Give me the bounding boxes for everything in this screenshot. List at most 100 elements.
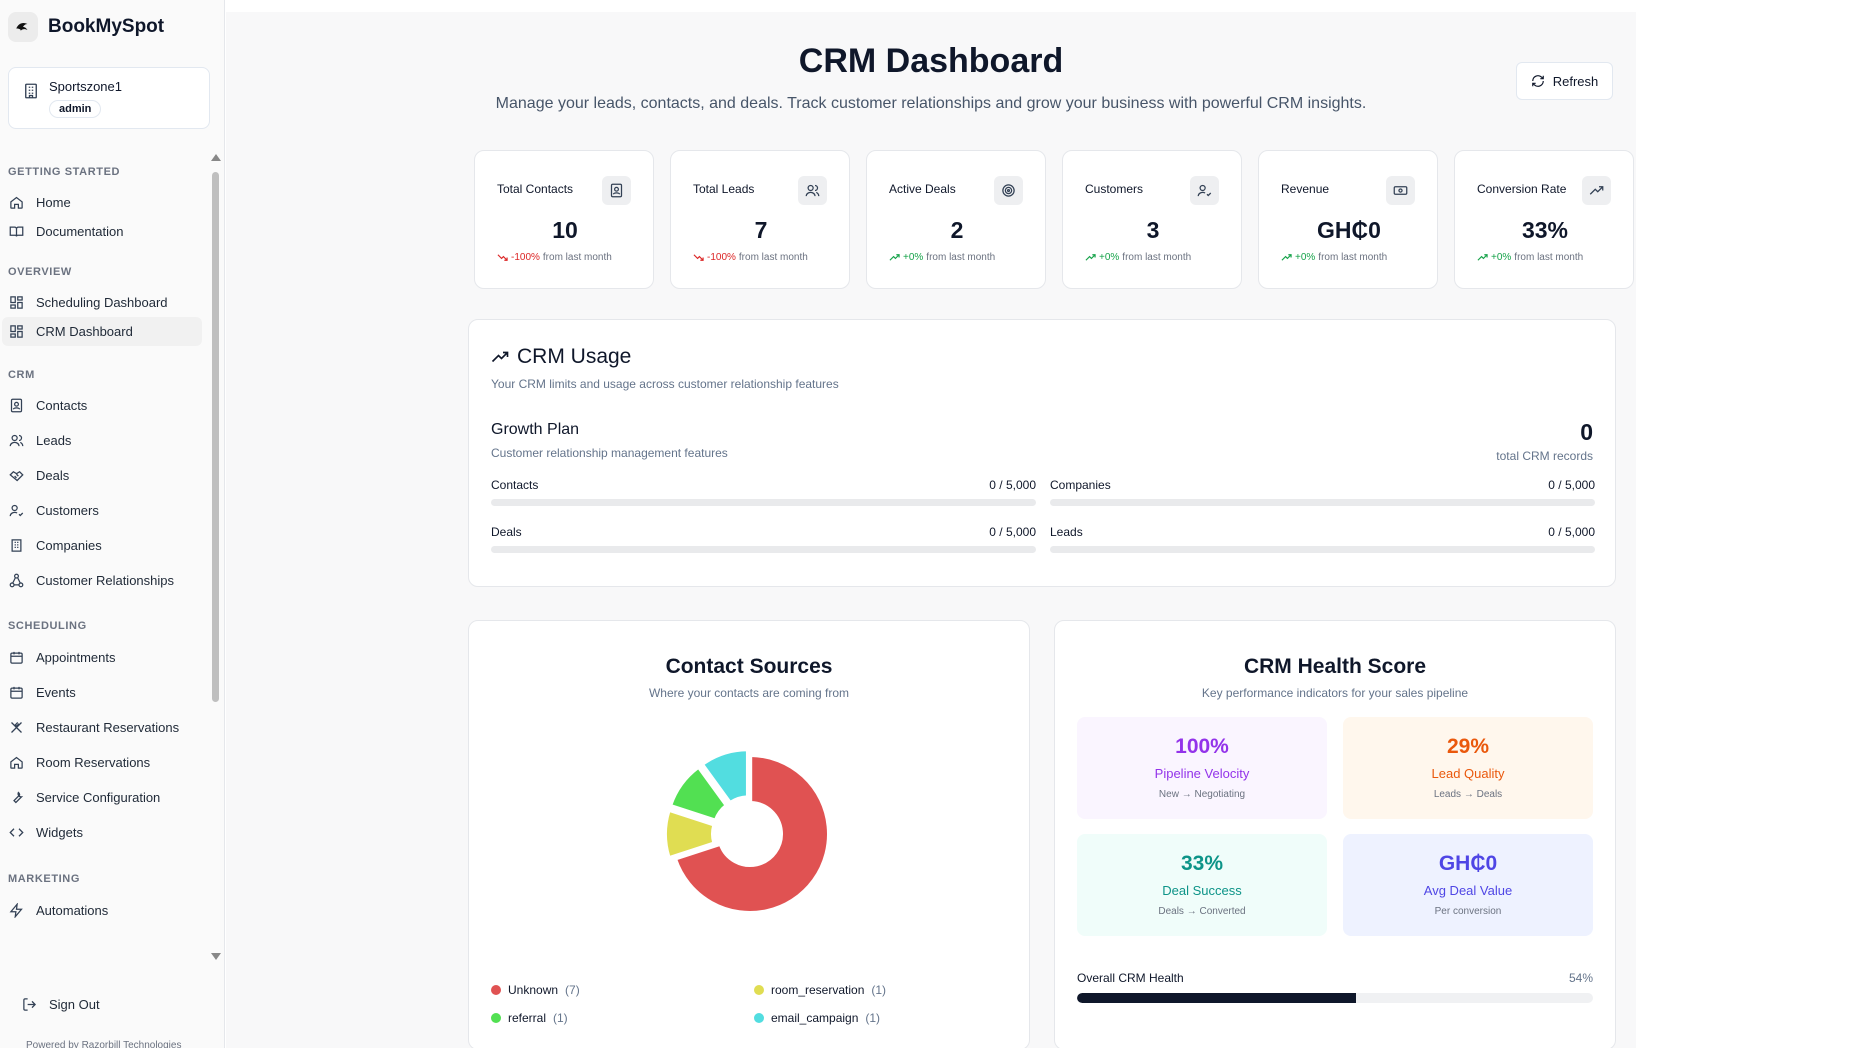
usage-title: CRM Usage xyxy=(491,345,631,369)
sidebar-item-service-configuration[interactable]: Service Configuration xyxy=(2,783,202,812)
trending-up-icon xyxy=(889,254,900,261)
change-suffix: from last month xyxy=(738,252,808,263)
legend-item-room-reservation[interactable]: room_reservation (1) xyxy=(754,983,886,997)
sidebar-item-label: Customers xyxy=(36,503,99,518)
sign-out-button[interactable]: Sign Out xyxy=(22,997,100,1012)
scroll-down-arrow[interactable] xyxy=(211,953,221,960)
sidebar-item-events[interactable]: Events xyxy=(2,678,202,707)
sidebar-item-automations[interactable]: Automations xyxy=(2,896,202,925)
users-icon xyxy=(798,176,827,205)
legend-dot xyxy=(491,1013,501,1023)
donut-slice-room-reservation[interactable] xyxy=(665,809,715,859)
meter-bar xyxy=(491,499,1036,506)
section-label: OVERVIEW xyxy=(8,266,72,278)
scroll-thumb[interactable] xyxy=(212,172,219,702)
change-suffix: from last month xyxy=(926,252,996,263)
kpi-label: Deal Success xyxy=(1162,883,1242,898)
usage-meter-deals: Deals 0 / 5,000 xyxy=(491,525,1036,555)
crm-health-card: CRM Health Score Key performance indicat… xyxy=(1054,620,1616,1048)
stat-value: 33% xyxy=(1521,217,1569,243)
stat-card-active-deals: Active Deals 2 +0% from last month xyxy=(866,150,1046,289)
sidebar-scrollbar[interactable] xyxy=(210,152,221,962)
sidebar-item-label: Deals xyxy=(36,468,70,483)
change-percent: +0% xyxy=(1491,252,1512,263)
refresh-button[interactable]: Refresh xyxy=(1516,62,1613,100)
sidebar-item-customers[interactable]: Customers xyxy=(2,496,202,525)
stat-value: 2 xyxy=(950,217,964,243)
section-label: CRM xyxy=(8,369,35,381)
change-percent: +0% xyxy=(1295,252,1316,263)
trending-up-icon xyxy=(1085,254,1096,261)
target-icon xyxy=(994,176,1023,205)
page-subtitle: Manage your leads, contacts, and deals. … xyxy=(495,95,1367,112)
sidebar-item-companies[interactable]: Companies xyxy=(2,531,202,560)
usage-meter-leads: Leads 0 / 5,000 xyxy=(1050,525,1595,555)
user-check-icon xyxy=(9,504,24,517)
meter-value: 0 / 5,000 xyxy=(989,478,1036,492)
contact-sources-card: Contact Sources Where your contacts are … xyxy=(468,620,1030,1048)
stat-card-customers: Customers 3 +0% from last month xyxy=(1062,150,1242,289)
usage-title-text: CRM Usage xyxy=(517,345,632,368)
sidebar-item-label: Events xyxy=(36,685,76,700)
brand[interactable]: BookMySpot xyxy=(8,12,164,42)
stat-value: 3 xyxy=(1146,217,1160,243)
donut-slice-Unknown[interactable] xyxy=(674,754,829,913)
sidebar-item-room-reservations[interactable]: Room Reservations xyxy=(2,748,202,777)
donut-slice-email-campaign[interactable] xyxy=(701,749,748,804)
trending-down-icon xyxy=(497,254,508,261)
legend-item-referral[interactable]: referral (1) xyxy=(491,1011,568,1025)
meter-value: 0 / 5,000 xyxy=(989,525,1036,539)
stat-label: Total Contacts xyxy=(497,182,574,196)
sidebar-item-appointments[interactable]: Appointments xyxy=(2,643,202,672)
overall-health-bar xyxy=(1077,993,1593,1003)
contact-sources-donut-chart xyxy=(665,749,829,913)
sidebar-item-widgets[interactable]: Widgets xyxy=(2,818,202,847)
legend-count: (7) xyxy=(565,983,580,997)
change-percent: +0% xyxy=(903,252,924,263)
kpi-label: Avg Deal Value xyxy=(1423,883,1513,898)
home-icon xyxy=(10,196,23,209)
legend-item-unknown[interactable]: Unknown (7) xyxy=(491,983,580,997)
contact-card-icon xyxy=(602,176,631,205)
meter-value: 0 / 5,000 xyxy=(1548,478,1595,492)
sidebar-item-label: Leads xyxy=(36,433,72,448)
sidebar-item-customer-relationships[interactable]: Customer Relationships xyxy=(2,566,202,595)
sidebar-item-deals[interactable]: Deals xyxy=(2,461,202,490)
sidebar-item-leads[interactable]: Leads xyxy=(2,426,202,455)
powered-by: Powered by Razorbill Technologies xyxy=(26,1040,182,1048)
calendar-icon xyxy=(10,651,23,664)
org-switcher[interactable]: Sportszone1 admin xyxy=(8,67,210,129)
change-suffix: from last month xyxy=(1514,252,1584,263)
meter-label: Leads xyxy=(1050,525,1083,539)
health-subtitle: Key performance indicators for your sale… xyxy=(1201,686,1469,700)
calendar-icon xyxy=(10,686,23,699)
stat-card-revenue: Revenue GH₵0 +0% from last month xyxy=(1258,150,1438,289)
scroll-up-arrow[interactable] xyxy=(211,154,221,161)
crm-usage-card: CRM Usage Your CRM limits and usage acro… xyxy=(468,319,1616,587)
stat-change: +0% from last month xyxy=(889,252,995,263)
sidebar-item-contacts[interactable]: Contacts xyxy=(2,391,202,420)
sidebar-item-label: Contacts xyxy=(36,398,88,413)
stat-value: GH₵0 xyxy=(1317,217,1381,243)
sidebar-item-scheduling-dashboard[interactable]: Scheduling Dashboard xyxy=(2,288,202,317)
donut-slice-referral[interactable] xyxy=(670,766,727,821)
change-percent: -100% xyxy=(707,252,736,263)
trending-up-icon xyxy=(1281,254,1292,261)
stat-card-conversion-rate: Conversion Rate 33% +0% from last month xyxy=(1454,150,1634,289)
legend-item-email-campaign[interactable]: email_campaign (1) xyxy=(754,1011,880,1025)
sidebar-item-restaurant-reservations[interactable]: Restaurant Reservations xyxy=(2,713,202,742)
change-percent: +0% xyxy=(1099,252,1120,263)
kpi-avg-deal-value: GH₵0 Avg Deal Value Per conversion xyxy=(1343,834,1593,936)
sidebar-item-home[interactable]: Home xyxy=(2,188,202,217)
utensils-icon xyxy=(11,722,22,733)
change-suffix: from last month xyxy=(1318,252,1388,263)
section-label: SCHEDULING xyxy=(8,620,87,632)
sidebar-item-crm-dashboard[interactable]: CRM Dashboard xyxy=(2,317,202,346)
stat-label: Revenue xyxy=(1281,182,1330,196)
building-icon xyxy=(11,539,22,552)
stat-value: 7 xyxy=(754,217,768,243)
sidebar-item-documentation[interactable]: Documentation xyxy=(2,217,202,246)
building-icon xyxy=(22,82,40,105)
users-icon xyxy=(9,434,24,447)
change-suffix: from last month xyxy=(542,252,612,263)
